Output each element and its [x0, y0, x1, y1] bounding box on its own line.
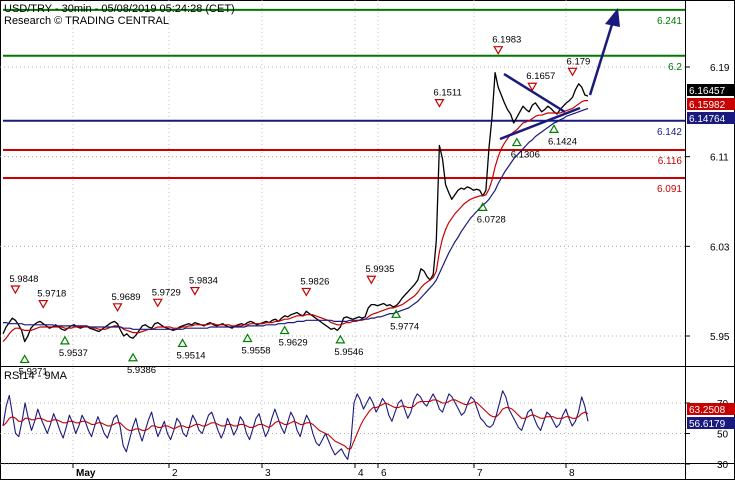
pivot-high-marker [189, 286, 200, 296]
price-tick-label: 6.03 [710, 242, 730, 253]
pivot-low-label: 6.1306 [511, 150, 540, 161]
pivot-low-marker [477, 202, 488, 211]
rsi-series-line [2, 399, 589, 450]
pivot-high-label: 5.9834 [189, 276, 218, 287]
value-badge [687, 84, 735, 96]
pivot-high-marker [10, 285, 21, 295]
pivot-high-label: 5.9729 [152, 287, 181, 298]
pivot-low-label: 5.9774 [390, 321, 419, 332]
x-tick-label: May [76, 468, 96, 479]
pivot-low-label: 5.9629 [279, 338, 308, 349]
pivot-low-marker [335, 334, 346, 344]
pivot-low-marker [177, 338, 188, 348]
pivot-low-marker [391, 309, 402, 318]
pivot-low-label: 5.9546 [334, 347, 363, 358]
pivot-high-label: 5.9848 [9, 274, 38, 285]
pivot-low-marker [127, 352, 139, 362]
rsi-badge [687, 417, 735, 429]
pivot-high-label: 6.1983 [492, 35, 521, 46]
price-series-line [2, 99, 588, 343]
price-tick-label: 5.95 [710, 332, 730, 343]
pivot-high-label: 6.1657 [526, 71, 555, 82]
pivot-high-label: 5.9689 [112, 292, 141, 303]
pivot-low-label: 5.9514 [177, 350, 206, 361]
pivot-high-marker [366, 275, 377, 285]
value-badge-label: 6.14764 [689, 114, 726, 125]
pivot-low-label: 6.1424 [548, 136, 577, 147]
pivot-low-label: 5.9386 [127, 365, 156, 376]
pivot-high-marker [112, 303, 123, 313]
level-label: 6.091 [657, 184, 682, 195]
pivot-high-label: 6.179 [567, 56, 591, 67]
pivot-low-label: 5.9537 [59, 348, 88, 359]
x-tick-label: 8 [569, 468, 575, 479]
pivot-high-marker [434, 99, 445, 108]
level-label: 6.2 [668, 62, 682, 73]
pivot-high-marker [527, 82, 538, 92]
x-axis-labels: May 2 3 4 6 7 8 [72, 463, 575, 479]
level-label: 6.142 [657, 127, 682, 138]
price-series [2, 71, 589, 343]
pivot-low-marker [19, 354, 30, 364]
price-tick-label: 6.11 [710, 153, 729, 164]
last-value-badges: 6.16457 6.15982 6.14764 63.2508 56.6179 [687, 84, 735, 430]
value-badge-label: 6.15982 [689, 100, 726, 111]
pivot-low-label: 6.0728 [477, 214, 506, 225]
pivot-high-label: 5.9826 [300, 276, 329, 287]
pivot-high-label: 5.9935 [365, 264, 394, 275]
pivot-low-marker [511, 137, 522, 147]
pivot-high-marker [38, 299, 49, 309]
value-badge [687, 98, 735, 110]
x-tick-label: 2 [172, 468, 178, 479]
pivot-low-label: 5.9558 [242, 345, 271, 356]
price-tick-label: 6.19 [710, 63, 730, 74]
x-tick-label: 4 [358, 468, 364, 479]
level-label: 6.116 [658, 156, 683, 167]
x-tick-label: 6 [381, 468, 387, 479]
pivot-high-label: 6.1511 [433, 88, 461, 99]
projection-arrow [588, 8, 620, 96]
rsi-tick-label: 30 [717, 460, 729, 471]
pivot-high-marker [567, 67, 578, 77]
pivot-low-marker [242, 333, 253, 343]
rsi-tick-label: 50 [717, 430, 729, 441]
chart-title: USD/TRY - 30min - 05/08/2019 05:24:28 (C… [4, 3, 235, 15]
pivot-high-marker [493, 46, 504, 55]
price-series-line [2, 71, 589, 343]
value-badge [687, 112, 735, 124]
chart-source: Research © TRADING CENTRAL [4, 15, 169, 27]
rsi-badge-label: 63.2508 [689, 405, 726, 416]
pivot-high-label: 5.9718 [37, 289, 66, 300]
price-series-line [3, 107, 589, 330]
x-tick-label: 3 [265, 468, 271, 479]
pivot-high-marker [152, 298, 163, 308]
pivot-low-label: 5.9371 [19, 366, 48, 377]
value-badge-label: 6.16457 [689, 86, 726, 97]
pivot-high-marker [301, 287, 312, 297]
rsi-title: RSI14 - 9MA [4, 370, 68, 382]
rsi-badge-label: 56.6179 [689, 419, 726, 430]
rsi-badge [687, 403, 735, 415]
pivot-low-marker [548, 124, 559, 133]
rsi-series [2, 390, 589, 460]
pivot-low-marker [279, 325, 290, 335]
triangle-pattern [499, 72, 581, 141]
pivot-annotations: 5.9848 5.9718 5.9371 5.9537 5.9689 5.9386 5.97… [9, 35, 590, 378]
pivot-low-marker [59, 335, 70, 345]
support-resistance-levels: 6.241 6.2 6.142 6.116 6.091 [3, 8, 685, 195]
level-label: 6.241 [657, 16, 682, 27]
x-tick-label: 7 [477, 468, 483, 479]
